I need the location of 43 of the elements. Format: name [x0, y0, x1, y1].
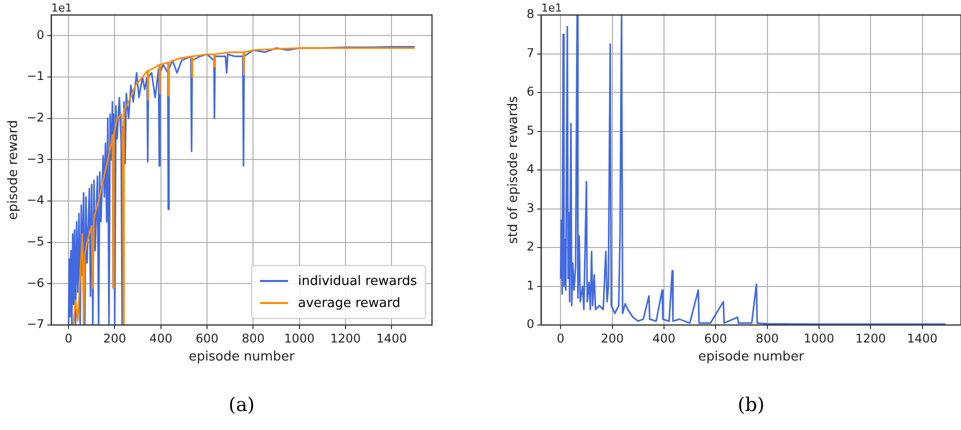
x-tick-label: 1000 — [804, 331, 834, 346]
y-axis-title: std of episode rewards — [506, 96, 522, 244]
x-tick-label: 800 — [756, 331, 779, 346]
y-tick-label: −1 — [26, 69, 44, 84]
y-tick-label: 1 — [526, 278, 534, 292]
x-tick-label: 1400 — [376, 331, 407, 346]
y-tick-label: −3 — [26, 152, 44, 166]
y-tick-label: 2 — [526, 240, 534, 254]
x-tick-label: 600 — [704, 331, 728, 346]
y-tick-label: 3 — [526, 200, 534, 215]
x-axis-title: episode number — [698, 350, 805, 365]
legend-label: average reward — [298, 296, 400, 310]
text: 1e1 — [51, 1, 72, 14]
y-tick-label: 8 — [526, 7, 534, 22]
x-tick-label: 600 — [196, 331, 218, 346]
y-tick-label: 6 — [526, 84, 534, 99]
y-tick-label: −6 — [26, 276, 44, 290]
text: (a) — [228, 394, 256, 416]
x-tick-label: 200 — [103, 331, 126, 346]
y-tick-label: −4 — [26, 193, 44, 208]
y-tick-label: 5 — [526, 123, 534, 138]
y-tick-label: 0 — [526, 317, 534, 332]
x-tick-label: 1400 — [906, 331, 938, 346]
x-tick-label: 800 — [242, 331, 265, 346]
text: (b) — [736, 394, 766, 416]
y-tick-label: 4 — [526, 162, 534, 176]
x-tick-label: 400 — [652, 331, 676, 346]
x-tick-label: 200 — [600, 331, 624, 346]
x-tick-label: 0 — [556, 331, 564, 346]
text: 1e1 — [541, 1, 562, 14]
y-tick-label: −7 — [26, 317, 44, 332]
x-tick-label: 1200 — [855, 331, 886, 346]
y-tick-label: 0 — [36, 28, 44, 42]
x-tick-label: 400 — [149, 331, 172, 346]
y-tick-label: −2 — [26, 110, 44, 124]
x-tick-label: 1200 — [330, 331, 361, 346]
y-axis-title: episode reward — [6, 120, 22, 220]
legend-label: individual rewards — [298, 274, 418, 288]
y-tick-label: 7 — [526, 46, 534, 60]
x-tick-label: 0 — [64, 331, 72, 346]
x-tick-label: 1000 — [284, 331, 315, 346]
y-tick-label: −5 — [26, 234, 44, 248]
x-axis-title: episode number — [188, 350, 296, 365]
